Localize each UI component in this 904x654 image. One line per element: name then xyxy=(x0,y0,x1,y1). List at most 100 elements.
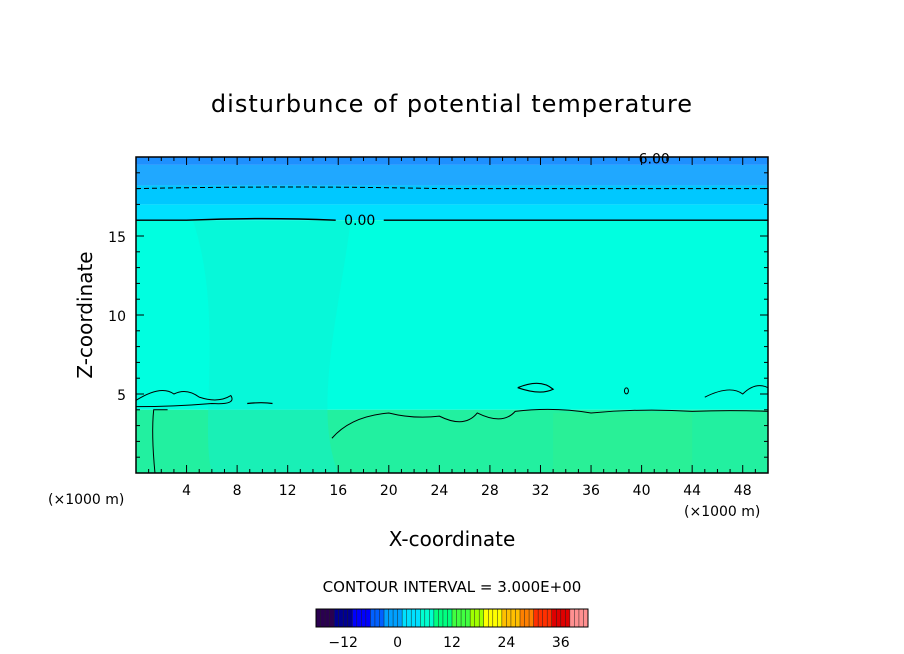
colorbar-tick-label: 24 xyxy=(497,635,515,651)
x-axis-label: X-coordinate xyxy=(389,527,516,551)
colorbar-cell xyxy=(474,609,480,627)
colorbar-cell xyxy=(447,609,453,627)
colorbar-cell xyxy=(452,609,458,627)
colorbar-cell xyxy=(574,609,580,627)
colorbar-cell xyxy=(520,609,526,627)
colorbar-cell xyxy=(551,609,557,627)
chart-title: disturbunce of potential temperature xyxy=(211,90,693,118)
colorbar-cell xyxy=(402,609,408,627)
color-band xyxy=(136,164,768,186)
low-level-region xyxy=(553,412,693,473)
contour-lines: 0.006.00 xyxy=(135,152,769,474)
y-axis-label: Z-coordinate xyxy=(73,251,97,378)
colorbar-cell xyxy=(470,609,476,627)
colorbar-cell xyxy=(429,609,435,627)
colorbar-cell xyxy=(365,609,371,627)
contour-zero-left xyxy=(136,217,336,221)
x-tick-label: 20 xyxy=(380,483,398,499)
x-tick-label: 24 xyxy=(430,483,448,499)
colorbar-cell xyxy=(352,609,358,627)
colorbar-frame xyxy=(315,608,589,628)
colorbar-cell xyxy=(565,609,571,627)
plume-shading xyxy=(192,220,693,473)
colorbar-cell xyxy=(397,609,403,627)
colorbar-tick-label: 12 xyxy=(443,635,461,651)
colorbar-cell xyxy=(492,609,498,627)
colorbar-cell xyxy=(538,609,544,627)
colorbar-cell xyxy=(406,609,412,627)
x-tick-label: 28 xyxy=(481,483,499,499)
colorbar-cell xyxy=(415,609,421,627)
colorbar-cell xyxy=(560,609,566,627)
x-tick-label: 4 xyxy=(182,483,191,499)
colorbar-cell xyxy=(510,609,516,627)
colorbar-cell xyxy=(338,609,344,627)
contour-label: 0.00 xyxy=(344,213,375,229)
colorbar-cell xyxy=(547,609,553,627)
colorbar-cell xyxy=(479,609,485,627)
colorbar-cell xyxy=(569,609,575,627)
colorbar-cell xyxy=(347,609,353,627)
color-band xyxy=(136,204,768,221)
colorbar-cell xyxy=(583,609,589,627)
contour-left-vertical xyxy=(152,409,168,474)
colorbar-cell xyxy=(379,609,385,627)
colorbar-cell xyxy=(411,609,417,627)
plume-region xyxy=(192,220,351,473)
colorbar-cell xyxy=(529,609,535,627)
colorbar-cell xyxy=(497,609,503,627)
colorbar-cell xyxy=(578,609,584,627)
x-tick-label: 48 xyxy=(734,483,752,499)
contour-left-low xyxy=(135,389,233,408)
y-tick-label: 15 xyxy=(108,230,126,246)
colorbar-cell xyxy=(325,609,331,627)
colorbar: −12 0 12 24 36 xyxy=(315,608,589,651)
colorbar-cell xyxy=(424,609,430,627)
x-tick-label: 36 xyxy=(582,483,600,499)
colorbar-cell xyxy=(524,609,530,627)
colorbar-tick-label: 36 xyxy=(552,635,570,651)
colorbar-tick-label: 0 xyxy=(393,635,402,651)
colorbar-tick-label: −12 xyxy=(328,635,358,651)
colorbar-cell xyxy=(320,609,326,627)
contour-left-blob xyxy=(247,402,273,405)
colorbar-cell xyxy=(433,609,439,627)
contour-mid-low xyxy=(331,408,769,439)
colorbar-cell xyxy=(506,609,512,627)
contour-interval-text: CONTOUR INTERVAL = 3.000E+00 xyxy=(323,578,582,596)
x-tick-label: 8 xyxy=(233,483,242,499)
colorbar-cell xyxy=(393,609,399,627)
colorbar-cell xyxy=(370,609,376,627)
x-tick-label: 40 xyxy=(633,483,651,499)
colorbar-cell xyxy=(456,609,462,627)
colorbar-cell xyxy=(343,609,349,627)
color-band xyxy=(136,185,768,205)
x-tick-label: 12 xyxy=(279,483,297,499)
x-tick-label: 32 xyxy=(532,483,550,499)
contour-cell-1 xyxy=(517,382,555,393)
colorbar-cell xyxy=(361,609,367,627)
colorbar-cell xyxy=(515,609,521,627)
colorbar-cell xyxy=(329,609,335,627)
contour-right-low xyxy=(704,385,769,398)
colorbar-cell xyxy=(388,609,394,627)
colorbar-cell xyxy=(501,609,507,627)
y-tick-label: 5 xyxy=(117,388,126,404)
contour-cell-2 xyxy=(623,387,629,395)
colorbar-cell xyxy=(483,609,489,627)
colorbar-cell xyxy=(533,609,539,627)
colorbar-cell xyxy=(334,609,340,627)
colorbar-cell xyxy=(374,609,380,627)
y-tick-label: 10 xyxy=(108,309,126,325)
colorbar-cell xyxy=(420,609,426,627)
colorbar-cell xyxy=(488,609,494,627)
color-band xyxy=(136,220,768,410)
colorbar-cell xyxy=(442,609,448,627)
colorbar-cell xyxy=(384,609,390,627)
colorbar-cell xyxy=(438,609,444,627)
x-tick-label: 44 xyxy=(683,483,701,499)
colorbar-cell xyxy=(465,609,471,627)
